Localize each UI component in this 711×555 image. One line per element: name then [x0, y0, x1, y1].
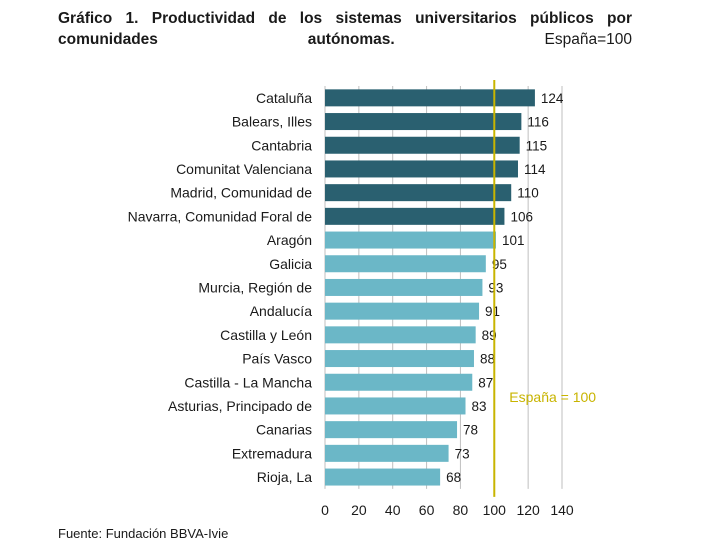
- bar: [325, 278, 483, 296]
- value-label: 124: [541, 91, 564, 106]
- bar-chart: Cataluña Balears, Illes Cantabria Comunitat…: [128, 80, 596, 518]
- category-label: Asturias, Principado de: [168, 398, 312, 414]
- bar: [325, 89, 535, 107]
- category-label: Castilla - La Mancha: [184, 374, 312, 390]
- bar: [325, 468, 441, 486]
- category-label: Navarra, Comunidad Foral de: [128, 208, 313, 224]
- value-label: 106: [510, 209, 533, 224]
- x-tick-label: 60: [419, 502, 435, 518]
- bar: [325, 373, 473, 391]
- bar: [325, 421, 458, 439]
- x-tick-labels: 0 20 40 60 80 100 120 140: [321, 502, 574, 518]
- category-label: Madrid, Comunidad de: [170, 185, 312, 201]
- bar: [325, 113, 522, 131]
- value-labels: 124 116 115 114 110 106 101 95 93 91 89 88 87 83 78 73 6…: [446, 91, 564, 485]
- bars: [325, 89, 535, 486]
- value-label: 116: [527, 115, 549, 130]
- x-tick-label: 0: [321, 502, 329, 518]
- bar: [325, 326, 476, 344]
- bar: [325, 397, 466, 415]
- chart-title-bold: Gráfico 1. Productividad de los sistemas…: [58, 10, 632, 48]
- value-label: 87: [478, 375, 493, 390]
- x-tick-label: 40: [385, 502, 401, 518]
- bar: [325, 302, 480, 320]
- x-tick-label: 80: [453, 502, 469, 518]
- category-label: Cantabria: [251, 137, 312, 153]
- category-label: Rioja, La: [257, 469, 312, 485]
- bar: [325, 231, 496, 249]
- value-label: 101: [502, 233, 525, 248]
- value-label: 114: [524, 162, 546, 177]
- bar: [325, 136, 520, 154]
- bar: [325, 350, 474, 368]
- source-note: Fuente: Fundación BBVA-Ivie: [58, 526, 229, 541]
- reference-line-label: España = 100: [509, 389, 596, 405]
- value-label: 88: [480, 352, 495, 367]
- value-label: 68: [446, 470, 461, 485]
- chart-title-normal: España=100: [544, 31, 632, 48]
- x-tick-label: 20: [351, 502, 367, 518]
- category-label: Andalucía: [250, 303, 312, 319]
- chart-title: Gráfico 1. Productividad de los sistemas…: [58, 8, 632, 50]
- value-label: 91: [485, 304, 500, 319]
- category-label: Balears, Illes: [232, 114, 312, 130]
- value-label: 83: [472, 399, 487, 414]
- category-labels: Cataluña Balears, Illes Cantabria Comunitat…: [128, 90, 313, 485]
- x-tick-label: 140: [550, 502, 574, 518]
- category-label: Galicia: [269, 256, 312, 272]
- category-label: País Vasco: [242, 351, 312, 367]
- value-label: 95: [492, 257, 507, 272]
- bar: [325, 184, 512, 202]
- value-label: 110: [517, 186, 539, 201]
- reference-line-group: España = 100: [493, 80, 596, 497]
- bar: [325, 160, 518, 178]
- bar: [325, 207, 505, 225]
- value-label: 115: [526, 138, 548, 153]
- category-label: Castilla y León: [220, 327, 312, 343]
- value-label: 73: [455, 446, 470, 461]
- category-label: Murcia, Región de: [198, 279, 312, 295]
- category-label: Cataluña: [256, 90, 312, 106]
- category-label: Extremadura: [232, 445, 312, 461]
- category-label: Comunitat Valenciana: [176, 161, 312, 177]
- value-label: 89: [482, 328, 497, 343]
- x-tick-label: 120: [516, 502, 540, 518]
- value-label: 78: [463, 423, 478, 438]
- category-label: Canarias: [256, 422, 312, 438]
- category-label: Aragón: [267, 232, 312, 248]
- bar: [325, 255, 486, 273]
- x-tick-label: 100: [483, 502, 507, 518]
- value-label: 93: [488, 280, 503, 295]
- bar: [325, 444, 449, 462]
